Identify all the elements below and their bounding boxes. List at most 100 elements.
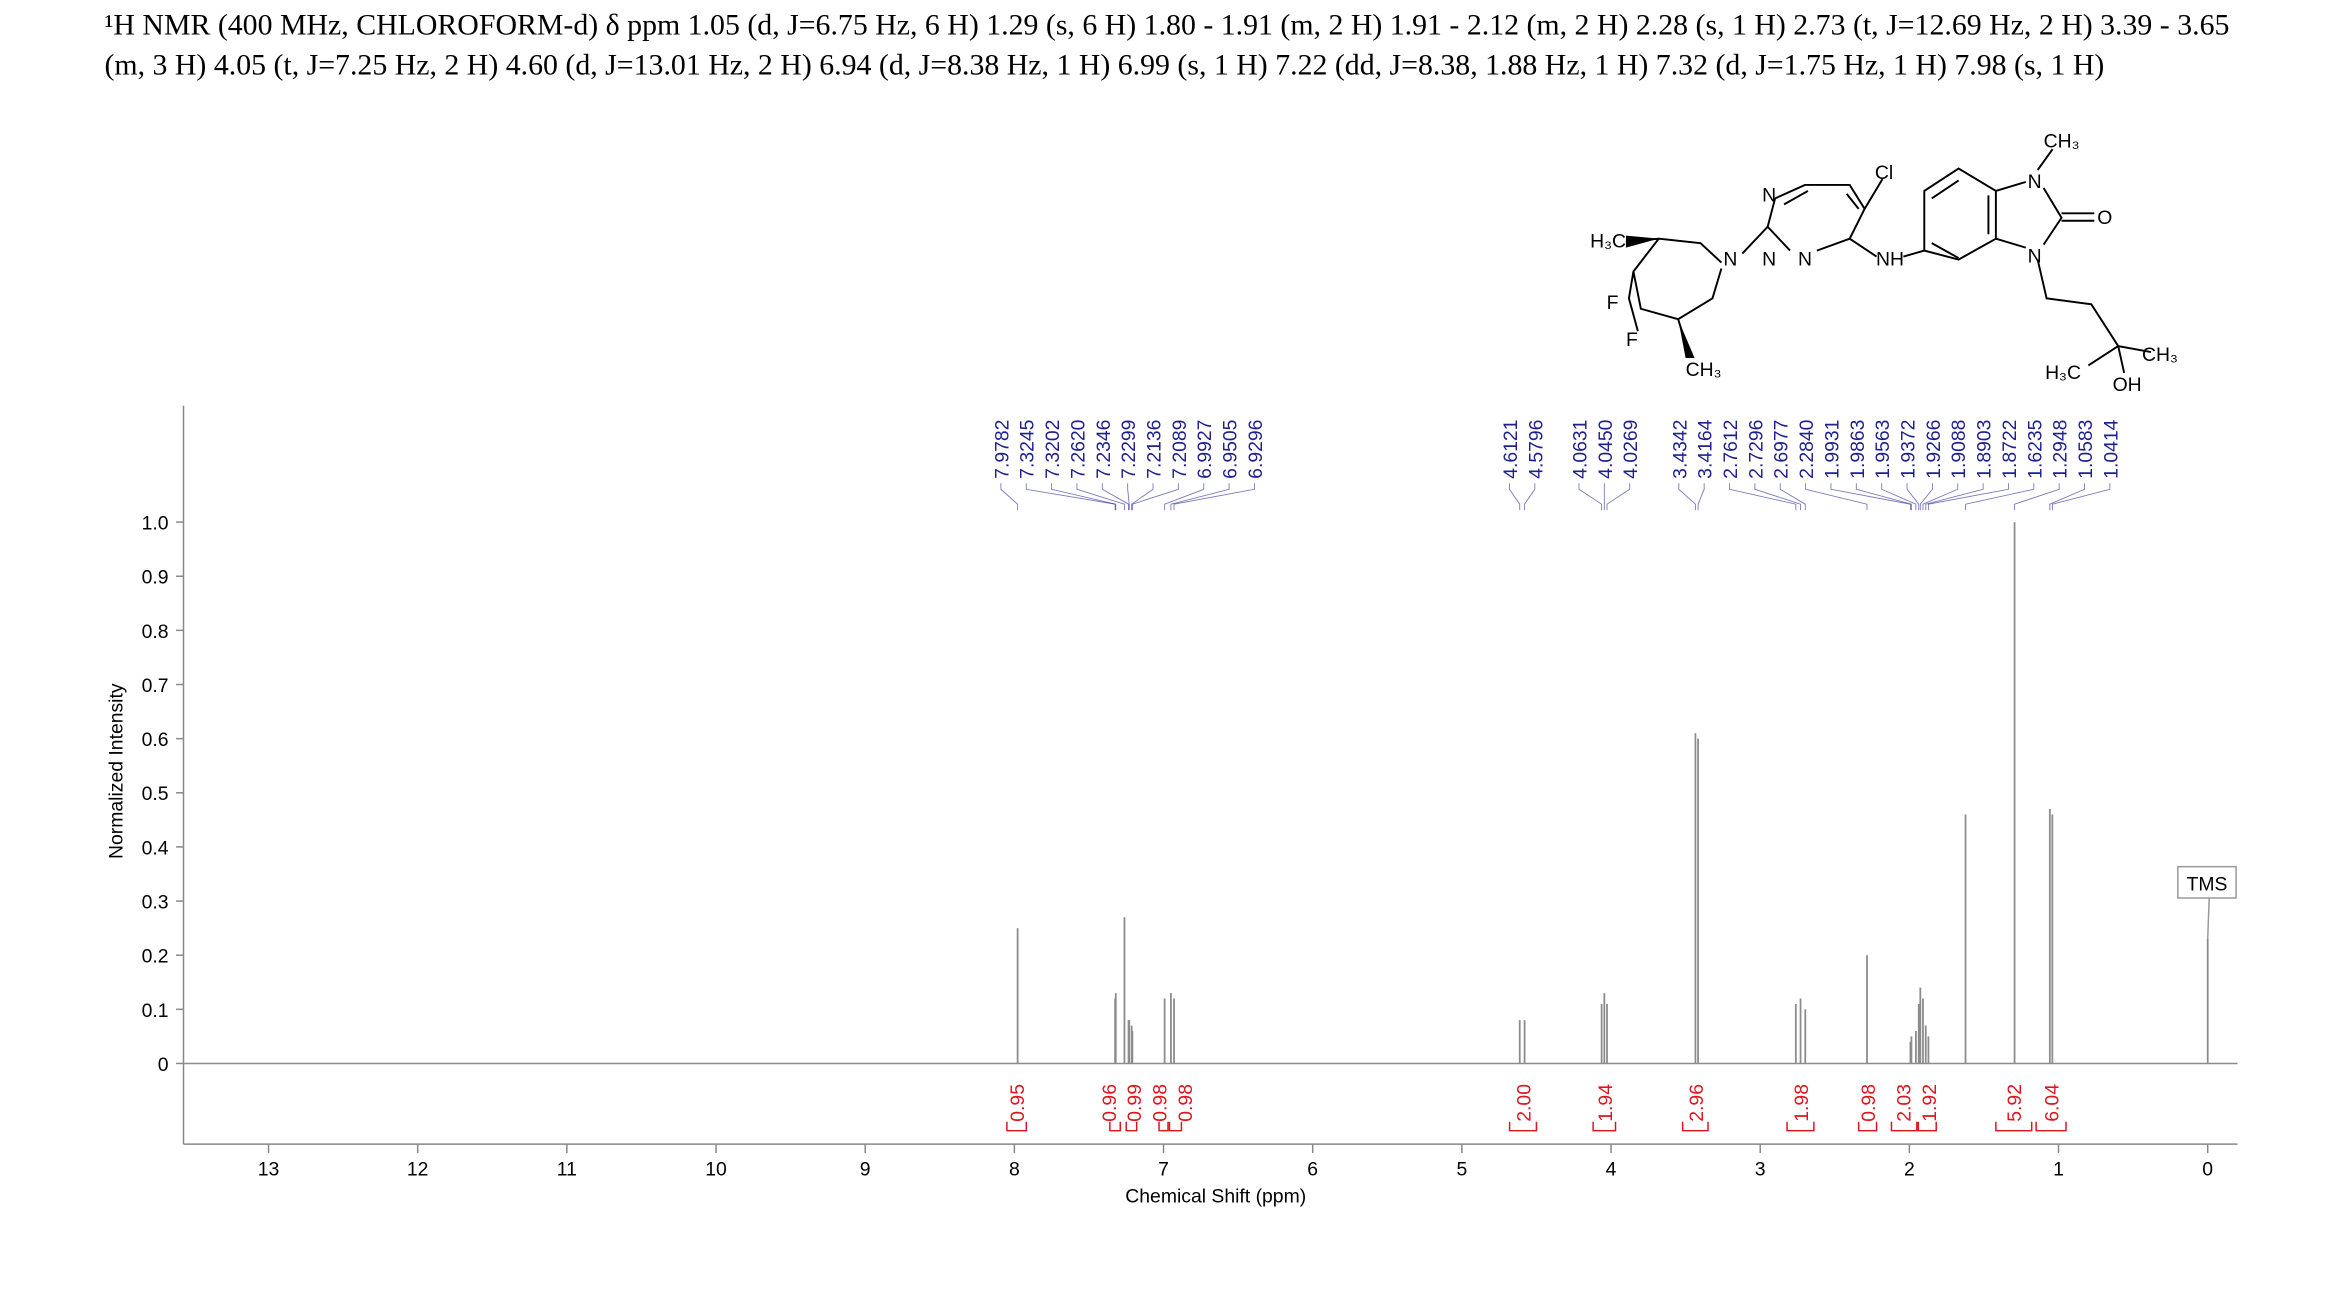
- x-tick-label: 13: [258, 1158, 280, 1180]
- peak-leader: [1000, 483, 1019, 511]
- peak-leader: [1101, 483, 1129, 511]
- tms-label: TMS: [2187, 874, 2228, 896]
- y-axis-title: Normalized Intensity: [105, 683, 127, 859]
- atom-label: F: [1607, 292, 1619, 314]
- atom-label: F: [1626, 329, 1638, 351]
- y-tick-label: 0.9: [142, 567, 169, 589]
- peak-label: 7.2136: [1143, 420, 1165, 479]
- integral-label: 0.95: [1007, 1084, 1029, 1122]
- y-tick-label: 0.6: [142, 729, 169, 751]
- x-tick-label: 5: [1456, 1158, 1467, 1180]
- peak-label: 1.8903: [1974, 420, 1996, 479]
- atom-label: N: [1762, 184, 1776, 206]
- x-tick-label: 4: [1606, 1158, 1617, 1180]
- peak-label: 7.2620: [1067, 419, 1089, 478]
- peak-leader: [1678, 483, 1696, 511]
- peak-label: 1.9088: [1948, 420, 1970, 479]
- peak-leader: [2051, 483, 2111, 511]
- x-tick-label: 0: [2202, 1158, 2213, 1180]
- wedge: [1625, 235, 1659, 248]
- peak-label: 1.0583: [2075, 420, 2097, 479]
- atom-label: CH₃: [2044, 131, 2080, 153]
- integral-bracket: [1125, 1121, 1138, 1132]
- integral-bracket: [2035, 1121, 2067, 1132]
- integral-bracket: [1786, 1121, 1815, 1132]
- peak-label: 7.2346: [1093, 420, 1115, 479]
- integral-label: 6.04: [2042, 1084, 2064, 1122]
- x-tick-label: 11: [557, 1158, 577, 1180]
- peak-leader: [1779, 483, 1806, 511]
- peak-label: 4.0269: [1620, 420, 1642, 479]
- x-tick-label: 7: [1158, 1158, 1169, 1180]
- integral-bracket: [1592, 1121, 1617, 1132]
- atom-label: Cl: [1875, 162, 1893, 184]
- integral-label: 2.96: [1686, 1084, 1708, 1122]
- atom-label: N: [2028, 171, 2042, 193]
- peak-label: 6.9296: [1245, 420, 1267, 479]
- integral-bracket: [1917, 1121, 1937, 1132]
- integral-label: 0.96: [1099, 1084, 1121, 1122]
- atom-label: H₃C: [1590, 231, 1626, 253]
- x-tick-label: 12: [407, 1158, 429, 1180]
- peak-leader: [1051, 483, 1117, 511]
- atom-label: N: [1798, 249, 1812, 271]
- y-tick-label: 0.7: [142, 675, 169, 697]
- peak-label: 1.9563: [1872, 420, 1894, 479]
- peak-leader: [1805, 483, 1868, 511]
- peak-leader: [2049, 483, 2085, 511]
- x-tick-label: 10: [705, 1158, 727, 1180]
- y-tick-label: 0.1: [142, 1000, 169, 1022]
- x-tick-label: 6: [1307, 1158, 1318, 1180]
- integral-label: 2.00: [1513, 1084, 1535, 1122]
- x-tick-label: 8: [1009, 1158, 1020, 1180]
- peak-leader: [1697, 483, 1705, 511]
- peak-label: 7.3245: [1017, 420, 1039, 479]
- peak-leader: [1127, 483, 1130, 511]
- integral-bracket: [1168, 1121, 1183, 1132]
- peak-leader: [1131, 483, 1179, 511]
- peak-label: 1.9931: [1821, 420, 1843, 479]
- peak-leader: [1906, 483, 1920, 511]
- integral-label: 2.03: [1893, 1084, 1915, 1122]
- peak-leader: [1524, 483, 1536, 511]
- x-tick-label: 2: [1904, 1158, 1915, 1180]
- integral-bracket: [1109, 1121, 1122, 1132]
- peak-leader: [1025, 483, 1116, 511]
- peak-label: 4.6121: [1500, 420, 1522, 479]
- atom-label: CH₃: [1686, 359, 1722, 381]
- peak-label: 2.2840: [1796, 419, 1818, 478]
- atom-label: N: [2028, 246, 2042, 268]
- peak-label: 7.9782: [991, 420, 1013, 479]
- peak-label: 1.9266: [1923, 420, 1945, 479]
- x-tick-label: 9: [860, 1158, 871, 1180]
- peak-leader: [1925, 483, 1984, 511]
- peak-leader: [1919, 483, 1933, 511]
- peak-leader: [1754, 483, 1801, 511]
- integral-label: 0.98: [1175, 1084, 1197, 1122]
- peak-label: 6.9927: [1194, 420, 1216, 479]
- peak-leader: [1076, 483, 1125, 511]
- peak-leader: [1131, 483, 1154, 511]
- peak-leader: [1164, 483, 1205, 511]
- y-tick-label: 0.5: [142, 783, 169, 805]
- peak-label: 3.4164: [1695, 419, 1717, 478]
- peak-leader: [1965, 483, 2035, 511]
- atom-label: OH: [2113, 374, 2142, 396]
- atom-label: CH₃: [2142, 344, 2178, 366]
- integral-label: 1.92: [1919, 1084, 1941, 1122]
- tms-box: [2177, 865, 2237, 899]
- peak-leader: [2014, 483, 2060, 511]
- x-axis-title: Chemical Shift (ppm): [1125, 1185, 1306, 1207]
- integral-label: 5.92: [2004, 1084, 2026, 1122]
- peak-label: 7.3202: [1042, 420, 1064, 479]
- peak-label: 4.0450: [1595, 419, 1617, 478]
- peak-label: 1.2948: [2050, 420, 2072, 479]
- y-tick-label: 0.8: [142, 621, 169, 643]
- integral-label: 0.98: [1150, 1084, 1172, 1122]
- integral-bracket: [1681, 1121, 1709, 1132]
- atom-label: N: [1723, 249, 1737, 271]
- chart-title: ¹H NMR (400 MHz, CHLOROFORM-d) δ ppm 1.0…: [104, 8, 2230, 83]
- integral-bracket: [1508, 1121, 1538, 1132]
- atom-label: H₃C: [2045, 362, 2081, 384]
